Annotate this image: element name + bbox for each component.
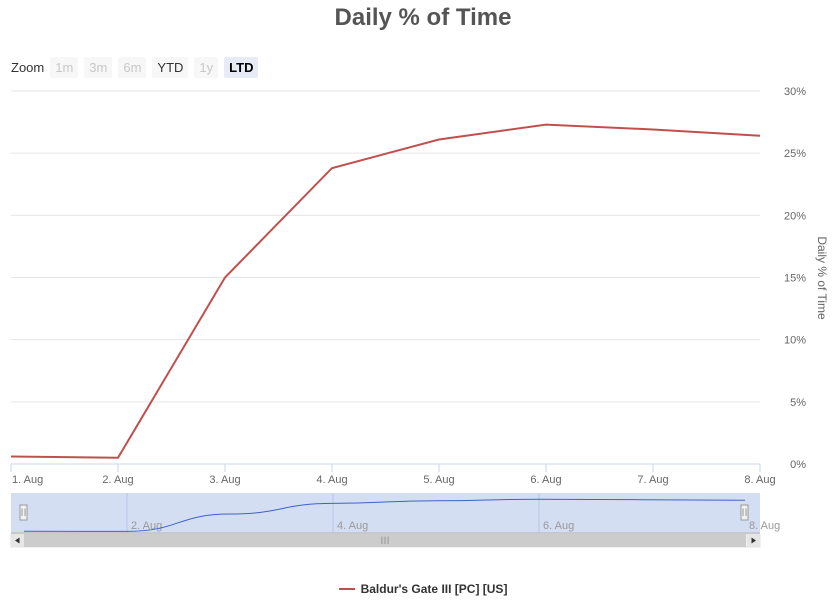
- navigator-tick-label: 6. Aug: [543, 520, 574, 532]
- scrollbar-left-arrow-button[interactable]: [11, 534, 24, 547]
- navigator-right-handle[interactable]: II: [740, 504, 749, 521]
- series-point[interactable]: [436, 136, 442, 142]
- y-tick-label: 20%: [784, 210, 806, 222]
- x-axis: 1. Aug 2. Aug 3. Aug 4. Aug 5. Aug 6. Aug 7. A…: [10, 463, 776, 486]
- navigator-tick-label: 4. Aug: [337, 520, 368, 532]
- series-point[interactable]: [222, 275, 228, 281]
- navigator-right-handle-grip: II: [741, 507, 747, 519]
- scrollbar-grip: III: [380, 535, 389, 547]
- chart-title: Daily % of Time: [334, 4, 512, 31]
- y-tick-label: 15%: [784, 273, 806, 285]
- navigator-background: [11, 493, 760, 533]
- y-axis-title: Daily % of Time: [815, 236, 829, 320]
- series-point[interactable]: [757, 133, 763, 139]
- series-point[interactable]: [329, 165, 335, 171]
- y-tick-label: 30%: [784, 86, 806, 98]
- scrollbar[interactable]: III: [10, 533, 761, 548]
- y-tick-label: 25%: [784, 148, 806, 160]
- scrollbar-thumb[interactable]: [24, 534, 746, 547]
- navigator[interactable]: 2. Aug 4. Aug 6. Aug 8. Aug II II: [11, 493, 780, 534]
- x-tick-label: 4. Aug: [316, 474, 347, 486]
- y-tick-label: 0%: [790, 459, 806, 471]
- legend[interactable]: Baldur's Gate III [PC] [US]: [0, 582, 836, 596]
- series-point[interactable]: [543, 122, 549, 128]
- y-axis-ticks: 0% 5% 10% 15% 20% 25% 30%: [784, 86, 806, 471]
- navigator-series-line: [23, 498, 746, 532]
- zoom-bar: Zoom 1m 3m 6m YTD 1y LTD: [11, 56, 264, 78]
- zoom-3m-button[interactable]: 3m: [84, 56, 113, 78]
- legend-swatch: [338, 588, 355, 590]
- navigator-tick-label: 8. Aug: [749, 520, 780, 532]
- legend-item-label[interactable]: Baldur's Gate III [PC] [US]: [360, 582, 508, 596]
- x-tick-label: 8. Aug: [744, 474, 775, 486]
- x-tick-label: 7. Aug: [637, 474, 668, 486]
- x-tick-label: 5. Aug: [423, 474, 454, 486]
- x-tick-label: 2. Aug: [102, 474, 133, 486]
- zoom-6m-button[interactable]: 6m: [118, 56, 147, 78]
- series-point[interactable]: [650, 127, 656, 133]
- grid-lines: [11, 90, 760, 465]
- y-tick-label: 10%: [784, 335, 806, 347]
- x-tick-label: 3. Aug: [209, 474, 240, 486]
- zoom-ytd-button[interactable]: YTD: [152, 56, 189, 78]
- y-tick-label: 5%: [790, 397, 806, 409]
- zoom-ltd-button[interactable]: LTD: [224, 56, 259, 78]
- series-point[interactable]: [115, 455, 121, 461]
- zoom-1m-button[interactable]: 1m: [50, 56, 79, 78]
- navigator-left-handle[interactable]: II: [19, 504, 28, 521]
- series-point[interactable]: [8, 454, 14, 460]
- arrow-left-icon: [15, 537, 20, 544]
- scrollbar-right-arrow-button[interactable]: [747, 534, 760, 547]
- navigator-left-handle-grip: II: [20, 507, 26, 519]
- x-tick-label: 6. Aug: [530, 474, 561, 486]
- zoom-label: Zoom: [11, 59, 45, 75]
- x-tick-label: 1. Aug: [12, 474, 43, 486]
- arrow-right-icon: [751, 537, 756, 544]
- series-line[interactable]: [10, 123, 761, 459]
- series-layer: [8, 122, 763, 461]
- zoom-1y-button[interactable]: 1y: [194, 56, 219, 78]
